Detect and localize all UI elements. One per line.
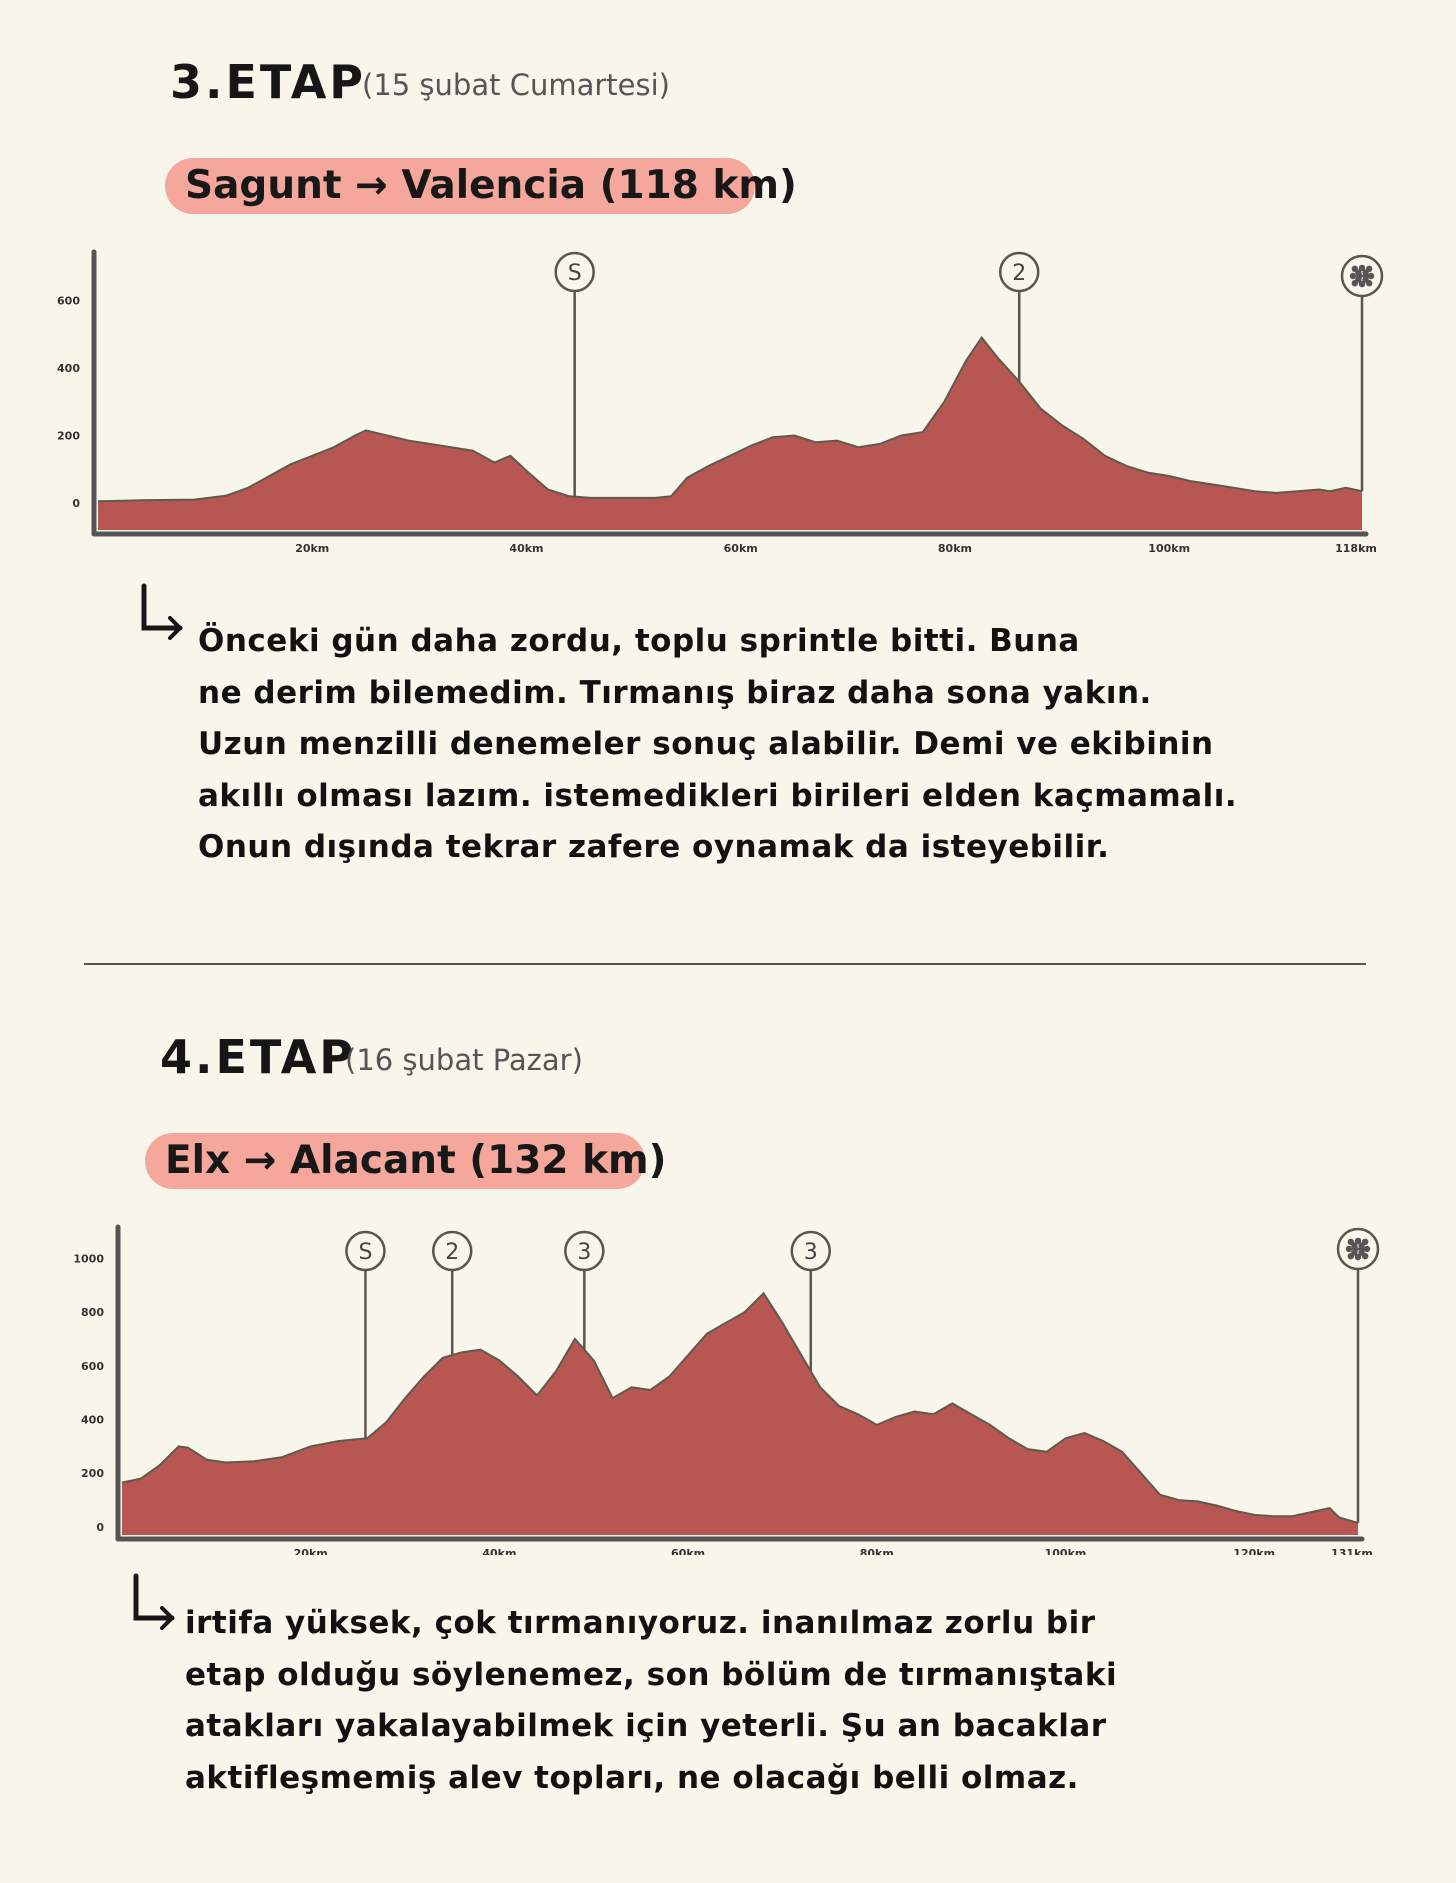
stage-4-title: 4.ETAP: [160, 1030, 357, 1084]
note-line: akıllı olması lazım. istemedikleri biril…: [198, 777, 1238, 814]
marker-label: 3: [577, 1240, 591, 1265]
climb-marker-icon: 3: [790, 1230, 832, 1272]
return-arrow-icon: [141, 583, 183, 640]
stage-4-elevation-chart: 0 200 400 600 800 1000 20km 40km 60km 80km 100km 12…: [73, 1224, 1380, 1555]
sprint-marker-icon: S: [554, 251, 595, 293]
climb-marker-icon: 2: [431, 1230, 473, 1272]
x-tick-label: 131km: [1331, 1547, 1373, 1555]
finish-marker-icon: [1340, 254, 1384, 298]
elevation-area: [98, 337, 1362, 530]
stage-3-route-badge: Sagunt → Valencia (118 km): [165, 158, 797, 214]
y-tick-label: 600: [57, 295, 80, 308]
y-tick-label: 400: [81, 1414, 104, 1427]
note-line: irtifa yüksek, çok tırmanıyoruz. inanılm…: [185, 1605, 1096, 1641]
stage-3-title: 3.ETAP: [170, 55, 367, 109]
note-line: Uzun menzilli denemeler sonuç alabilir. …: [198, 726, 1214, 762]
y-tick-label: 200: [57, 430, 80, 443]
finish-marker-icon: [1336, 1227, 1380, 1271]
x-tick-label: 100km: [1148, 542, 1190, 555]
x-tick-label: 60km: [671, 1547, 705, 1555]
note-line: ne derim bilemedim. Tırmanış biraz daha …: [198, 674, 1152, 711]
note-line: aktifleşmemiş alev topları, ne olacağı b…: [185, 1759, 1079, 1796]
section-divider: [84, 963, 1366, 965]
stage-3-date: (15 şubat Cumartesi): [362, 68, 670, 102]
sprint-marker-icon: S: [345, 1230, 386, 1272]
y-tick-label: 800: [81, 1306, 104, 1319]
climb-marker-icon: 2: [998, 251, 1040, 293]
y-tick-label: 400: [57, 362, 80, 375]
stage-4-commentary: irtifa yüksek, çok tırmanıyoruz. inanılm…: [185, 1598, 1117, 1804]
x-tick-label: 100km: [1045, 1547, 1087, 1555]
stage-3-commentary: Önceki gün daha zordu, toplu sprintle bi…: [198, 616, 1237, 874]
note-line: Onun dışında tekrar zafere oynamak da is…: [198, 829, 1110, 865]
elevation-line: [121, 1291, 1359, 1524]
return-arrow-icon: [133, 1573, 175, 1630]
x-tick-label: 80km: [860, 1547, 894, 1555]
x-tick-label: 20km: [294, 1547, 328, 1555]
marker-label: 3: [804, 1240, 818, 1265]
y-tick-label: 0: [72, 497, 80, 510]
x-tick-label: 118km: [1335, 542, 1377, 555]
y-tick-label: 200: [81, 1467, 104, 1480]
climb-marker-icon: 3: [564, 1230, 605, 1272]
x-tick-label: 60km: [724, 542, 758, 555]
y-tick-label: 0: [96, 1521, 104, 1534]
x-tick-label: 40km: [509, 542, 543, 555]
note-line: Önceki gün daha zordu, toplu sprintle bi…: [198, 623, 1080, 659]
x-tick-label: 20km: [295, 542, 329, 555]
marker-label: 2: [445, 1240, 459, 1265]
x-tick-label: 120km: [1233, 1547, 1275, 1555]
note-line: atakları yakalayabilmek için yeterli. Şu…: [185, 1708, 1107, 1744]
elevation-line: [97, 335, 1363, 503]
stage-4-date: (16 şubat Pazar): [345, 1043, 583, 1077]
x-tick-label: 40km: [482, 1547, 516, 1555]
marker-label: S: [568, 261, 582, 286]
note-line: etap olduğu söylenemez, son bölüm de tır…: [185, 1656, 1118, 1693]
marker-label: S: [358, 1240, 372, 1265]
y-tick-label: 600: [81, 1360, 104, 1373]
y-tick-label: 1000: [73, 1252, 104, 1265]
marker-label: 2: [1012, 261, 1026, 286]
stage-3-elevation-chart: 0 200 400 600 20km 40km 60km 80km 100km 118km S 2: [57, 249, 1384, 555]
x-tick-label: 80km: [938, 542, 972, 555]
stage-4-route-badge: Elx → Alacant (132 km): [145, 1133, 667, 1189]
elevation-area: [122, 1293, 1358, 1535]
